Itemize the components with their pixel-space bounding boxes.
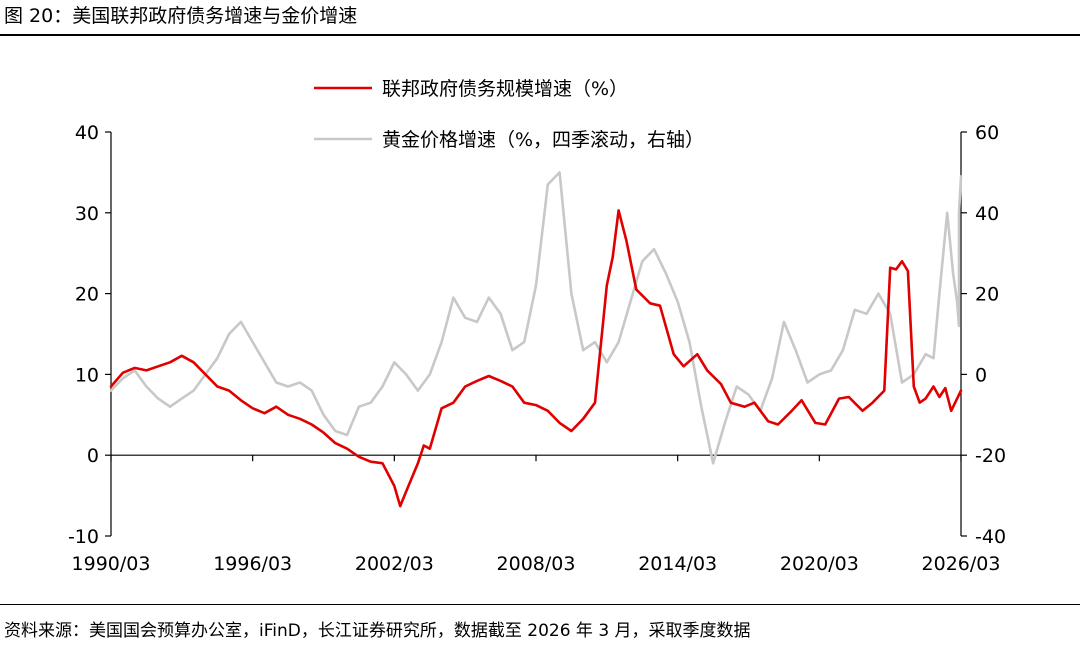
bottom-rule bbox=[0, 604, 1080, 605]
figure-title: 图 20：美国联邦政府债务增速与金价增速 bbox=[4, 5, 358, 27]
x-tick-label: 1990/03 bbox=[72, 553, 151, 575]
x-tick-label: 2026/03 bbox=[922, 553, 1001, 575]
right-tick-label: 20 bbox=[975, 284, 999, 306]
right-tick-label: 0 bbox=[975, 364, 987, 386]
chart-axes: -10 0 10 20 30 40 -40 -20 0 20 40 60 1990/03 1996/03 2… bbox=[68, 122, 1006, 575]
left-tick-label: 40 bbox=[75, 122, 99, 144]
right-tick-label: 60 bbox=[975, 122, 999, 144]
right-tick-label: -40 bbox=[975, 526, 1006, 548]
right-tick-label: -20 bbox=[975, 445, 1006, 467]
chart-legend: 联邦政府债务规模增速（%） 黄金价格增速（%，四季滚动，右轴） bbox=[314, 78, 704, 151]
left-tick-label: 0 bbox=[87, 445, 99, 467]
left-tick-label: 10 bbox=[75, 364, 99, 386]
right-tick-label: 40 bbox=[975, 203, 999, 225]
legend-label-gold: 黄金价格增速（%，四季滚动，右轴） bbox=[382, 129, 704, 151]
x-tick-label: 2002/03 bbox=[355, 553, 434, 575]
line-chart: -10 0 10 20 30 40 -40 -20 0 20 40 60 1990/03 1996/03 2… bbox=[68, 78, 1006, 575]
x-tick-label: 1996/03 bbox=[213, 553, 292, 575]
top-rule bbox=[0, 34, 1080, 36]
gold-growth-line bbox=[109, 171, 963, 465]
debt-growth-line bbox=[109, 209, 963, 508]
left-tick-label: 20 bbox=[75, 284, 99, 306]
x-tick-label: 2008/03 bbox=[497, 553, 576, 575]
series-layer bbox=[109, 171, 963, 508]
left-tick-label: 30 bbox=[75, 203, 99, 225]
x-tick-label: 2020/03 bbox=[780, 553, 859, 575]
left-tick-label: -10 bbox=[68, 526, 99, 548]
source-note: 资料来源：美国国会预算办公室，iFinD，长江证券研究所，数据截至 2026 年… bbox=[4, 621, 751, 641]
legend-label-debt: 联邦政府债务规模增速（%） bbox=[382, 78, 628, 100]
x-tick-label: 2014/03 bbox=[638, 553, 717, 575]
